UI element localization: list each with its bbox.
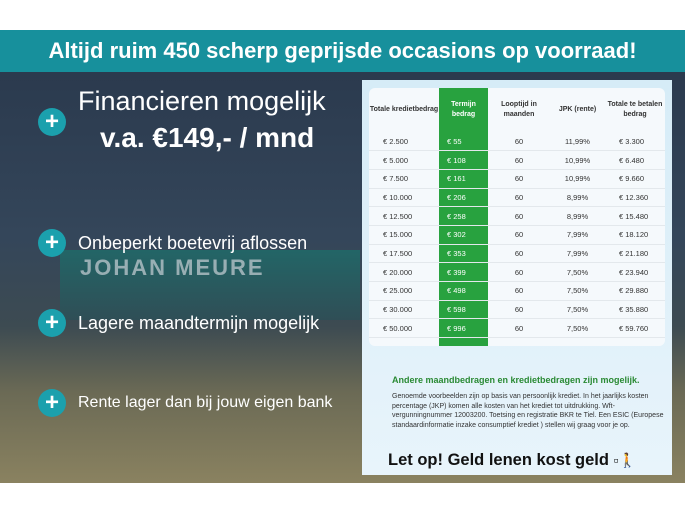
feature-item: + Rente lager dan bij jouw eigen bank bbox=[38, 389, 332, 417]
table-cell: € 59.760 bbox=[605, 318, 665, 339]
hero-line-2: v.a. €149,- / mnd bbox=[100, 122, 315, 153]
table-cell: € 108 bbox=[439, 150, 488, 170]
column-header: Termijn bedrag bbox=[451, 101, 476, 118]
plus-icon: + bbox=[38, 108, 66, 136]
table-cell: 60 bbox=[488, 150, 550, 170]
fine-print: Genoemde voorbeelden zijn op basis van p… bbox=[392, 393, 664, 429]
table-cell: € 17.500 bbox=[369, 244, 439, 264]
table-cell: € 30.000 bbox=[369, 300, 439, 320]
table-cell: 60 bbox=[488, 225, 550, 245]
table-cell: € 598 bbox=[439, 300, 488, 320]
table-cell: € 498 bbox=[439, 281, 488, 301]
table-row: € 7.500 € 161 60 10,99% € 9.660 bbox=[369, 169, 665, 189]
column-header: Totale kredietbedrag bbox=[369, 106, 439, 113]
table-cell: 7,99% bbox=[550, 244, 605, 264]
table-cell: 7,99% bbox=[550, 225, 605, 245]
table-cell: € 302 bbox=[439, 225, 488, 245]
table-cell: € 258 bbox=[439, 206, 488, 226]
table-cell: € 55 bbox=[439, 132, 488, 152]
table-cell: € 15.000 bbox=[369, 225, 439, 245]
table-cell: 60 bbox=[488, 300, 550, 320]
table-cell: € 2.500 bbox=[369, 132, 439, 152]
column-header: Looptijd in maanden bbox=[501, 101, 537, 118]
warning: Let op! Geld lenen kost geld ▫🚶 bbox=[388, 451, 636, 470]
table-cell: 60 bbox=[488, 188, 550, 208]
feature-label: Lagere maandtermijn mogelijk bbox=[78, 312, 320, 333]
warning-text: Let op! Geld lenen kost geld bbox=[388, 451, 609, 469]
table-cell: € 18.120 bbox=[605, 225, 665, 245]
table-cell: 11,99% bbox=[550, 132, 605, 152]
column-header: Totale te betalen bedrag bbox=[607, 101, 663, 118]
table-cell: € 50.000 bbox=[369, 318, 439, 339]
table-cell: 8,99% bbox=[550, 206, 605, 226]
table-cell: € 35.880 bbox=[605, 300, 665, 320]
table-row: € 20.000 € 399 60 7,50% € 23.940 bbox=[369, 262, 665, 282]
table-cell: € 6.480 bbox=[605, 150, 665, 170]
table-cell: € 10.000 bbox=[369, 188, 439, 208]
table-row: € 30.000 € 598 60 7,50% € 35.880 bbox=[369, 300, 665, 320]
table-row: € 2.500 € 55 60 11,99% € 3.300 bbox=[369, 132, 665, 152]
table-cell: 10,99% bbox=[550, 150, 605, 170]
table-cell: € 5.000 bbox=[369, 150, 439, 170]
walking-man-with-weight-icon: ▫🚶 bbox=[613, 452, 636, 468]
table-cell: 7,50% bbox=[550, 318, 605, 339]
table-cell: 8,99% bbox=[550, 188, 605, 208]
table-cell: € 23.940 bbox=[605, 262, 665, 282]
table-cell: € 29.880 bbox=[605, 281, 665, 301]
table-cell: € 9.660 bbox=[605, 169, 665, 189]
table-cell: € 21.180 bbox=[605, 244, 665, 264]
table-cell: 60 bbox=[488, 244, 550, 264]
table-cell: € 25.000 bbox=[369, 281, 439, 301]
feature-item: + Lagere maandtermijn mogelijk bbox=[38, 309, 319, 337]
feature-item: + Onbeperkt boetevrij aflossen bbox=[38, 229, 307, 257]
table-cell: € 353 bbox=[439, 244, 488, 264]
table-cell: 60 bbox=[488, 169, 550, 189]
table-cell: € 12.500 bbox=[369, 206, 439, 226]
column-header: JPK (rente) bbox=[558, 106, 597, 113]
table-row: € 15.000 € 302 60 7,99% € 18.120 bbox=[369, 225, 665, 245]
table-cell: € 161 bbox=[439, 169, 488, 189]
note-subtitle: Andere maandbedragen en kredietbedragen … bbox=[392, 375, 640, 385]
rate-table-card: Totale kredietbedrag Termijn bedrag Loopti… bbox=[369, 88, 665, 346]
table-cell: 7,50% bbox=[550, 281, 605, 301]
table-cell: € 206 bbox=[439, 188, 488, 208]
plus-icon: + bbox=[38, 309, 66, 337]
table-cell: € 12.360 bbox=[605, 188, 665, 208]
table-cell: € 7.500 bbox=[369, 169, 439, 189]
feature-label: Rente lager dan bij jouw eigen bank bbox=[78, 394, 333, 411]
table-cell: € 15.480 bbox=[605, 206, 665, 226]
table-cell: 60 bbox=[488, 262, 550, 282]
hero-feature: + bbox=[38, 108, 66, 136]
top-banner: Altijd ruim 450 scherp geprijsde occasio… bbox=[0, 30, 685, 72]
plus-icon: + bbox=[38, 389, 66, 417]
table-cell: € 399 bbox=[439, 262, 488, 282]
table-cell: € 996 bbox=[439, 318, 488, 339]
dealer-sign-text: JOHAN MEURE bbox=[80, 255, 265, 280]
table-cell: 60 bbox=[488, 318, 550, 339]
table-cell: 7,50% bbox=[550, 262, 605, 282]
dealer-sign bbox=[60, 250, 360, 320]
financing-panel: Totale kredietbedrag Termijn bedrag Loopti… bbox=[362, 80, 672, 475]
table-cell: 10,99% bbox=[550, 169, 605, 189]
banner-title: Altijd ruim 450 scherp geprijsde occasio… bbox=[48, 38, 637, 63]
table-cell: 7,50% bbox=[550, 300, 605, 320]
table-cell: 60 bbox=[488, 206, 550, 226]
table-row: € 17.500 € 353 60 7,99% € 21.180 bbox=[369, 244, 665, 264]
plus-icon: + bbox=[38, 229, 66, 257]
table-row: € 10.000 € 206 60 8,99% € 12.360 bbox=[369, 188, 665, 208]
table-cell: 60 bbox=[488, 132, 550, 152]
rate-table: Totale kredietbedrag Termijn bedrag Loopti… bbox=[369, 88, 665, 339]
table-cell: € 20.000 bbox=[369, 262, 439, 282]
hero-line-1: Financieren mogelijk bbox=[78, 86, 326, 116]
table-row: € 12.500 € 258 60 8,99% € 15.480 bbox=[369, 206, 665, 226]
table-cell: 60 bbox=[488, 281, 550, 301]
table-row: € 50.000 € 996 60 7,50% € 59.760 bbox=[369, 318, 665, 339]
feature-label: Onbeperkt boetevrij aflossen bbox=[78, 232, 308, 253]
table-row: € 25.000 € 498 60 7,50% € 29.880 bbox=[369, 281, 665, 301]
table-cell: € 3.300 bbox=[605, 132, 665, 152]
table-row: € 5.000 € 108 60 10,99% € 6.480 bbox=[369, 150, 665, 170]
